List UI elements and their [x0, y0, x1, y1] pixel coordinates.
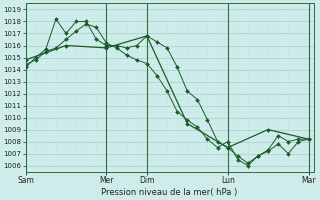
X-axis label: Pression niveau de la mer( hPa ): Pression niveau de la mer( hPa ): [101, 188, 238, 197]
